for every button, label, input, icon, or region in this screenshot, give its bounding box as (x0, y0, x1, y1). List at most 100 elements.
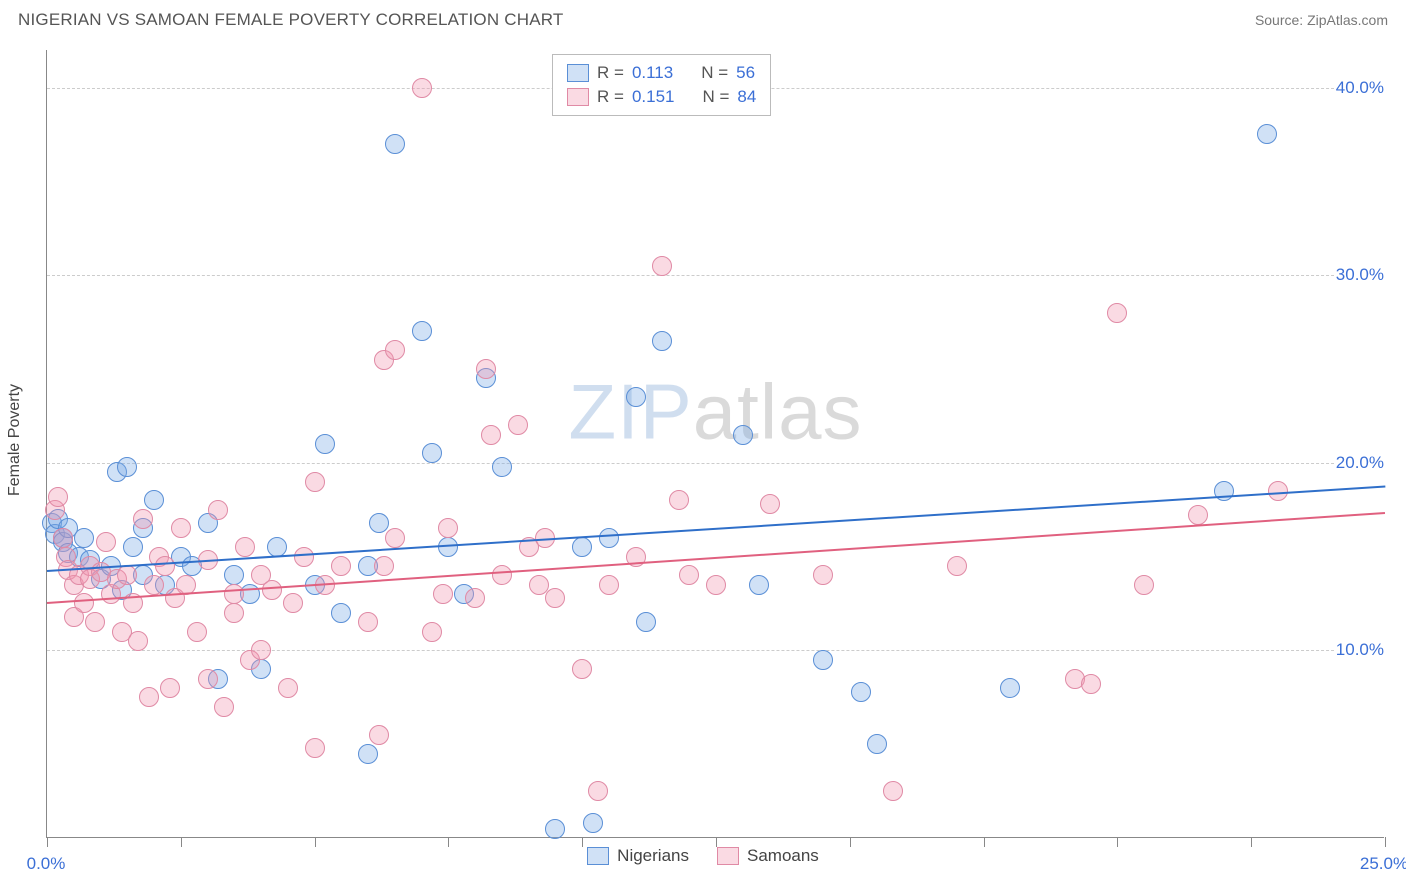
data-point (171, 518, 191, 538)
data-point (117, 457, 137, 477)
data-point (123, 537, 143, 557)
data-point (733, 425, 753, 445)
data-point (48, 487, 68, 507)
data-point (412, 78, 432, 98)
data-point (358, 612, 378, 632)
data-point (438, 518, 458, 538)
data-point (1000, 678, 1020, 698)
data-point (626, 387, 646, 407)
data-point (155, 556, 175, 576)
gridline (47, 275, 1384, 276)
data-point (652, 331, 672, 351)
data-point (508, 415, 528, 435)
source-label: Source: ZipAtlas.com (1255, 12, 1388, 28)
data-point (160, 678, 180, 698)
data-point (545, 588, 565, 608)
legend-row: R = 0.113 N = 56 (567, 61, 756, 85)
data-point (813, 650, 833, 670)
y-tick-label: 10.0% (1334, 640, 1386, 660)
data-point (262, 580, 282, 600)
series-legend-item: Nigerians (587, 846, 689, 866)
data-point (331, 603, 351, 623)
data-point (369, 725, 389, 745)
y-tick-label: 40.0% (1334, 78, 1386, 98)
data-point (133, 509, 153, 529)
data-point (572, 659, 592, 679)
data-point (144, 575, 164, 595)
watermark: ZIPatlas (568, 367, 862, 458)
data-point (599, 575, 619, 595)
legend-r-value: 0.113 (632, 63, 673, 83)
legend-swatch (717, 847, 739, 865)
data-point (198, 669, 218, 689)
data-point (305, 738, 325, 758)
legend-r-label: R = (597, 87, 624, 107)
data-point (85, 612, 105, 632)
data-point (1257, 124, 1277, 144)
legend-n-value: 56 (736, 63, 755, 83)
legend-swatch (567, 64, 589, 82)
data-point (599, 528, 619, 548)
data-point (214, 697, 234, 717)
data-point (224, 584, 244, 604)
data-point (749, 575, 769, 595)
data-point (235, 537, 255, 557)
data-point (465, 588, 485, 608)
data-point (224, 565, 244, 585)
legend-row: R = 0.151 N = 84 (567, 85, 756, 109)
series-legend-item: Samoans (717, 846, 819, 866)
data-point (208, 500, 228, 520)
data-point (947, 556, 967, 576)
data-point (139, 687, 159, 707)
data-point (385, 134, 405, 154)
data-point (438, 537, 458, 557)
data-point (706, 575, 726, 595)
y-axis-label: Female Poverty (6, 384, 24, 496)
data-point (369, 513, 389, 533)
data-point (1081, 674, 1101, 694)
data-point (760, 494, 780, 514)
legend-n-label: N = (701, 63, 728, 83)
data-point (187, 622, 207, 642)
data-point (583, 813, 603, 833)
legend-r-value: 0.151 (632, 87, 675, 107)
watermark-part2: atlas (693, 368, 863, 456)
data-point (433, 584, 453, 604)
data-point (1188, 505, 1208, 525)
data-point (74, 528, 94, 548)
data-point (476, 359, 496, 379)
data-point (813, 565, 833, 585)
data-point (331, 556, 351, 576)
data-point (422, 443, 442, 463)
y-tick-label: 30.0% (1334, 265, 1386, 285)
data-point (1134, 575, 1154, 595)
gridline (47, 463, 1384, 464)
y-tick-label: 20.0% (1334, 453, 1386, 473)
data-point (385, 528, 405, 548)
data-point (117, 565, 137, 585)
data-point (53, 528, 73, 548)
data-point (305, 472, 325, 492)
data-point (315, 434, 335, 454)
series-legend: Nigerians Samoans (0, 846, 1406, 866)
series-name: Nigerians (617, 846, 689, 866)
legend-r-label: R = (597, 63, 624, 83)
data-point (679, 565, 699, 585)
data-point (492, 457, 512, 477)
legend-swatch (587, 847, 609, 865)
data-point (128, 631, 148, 651)
data-point (867, 734, 887, 754)
scatter-chart: ZIPatlas 10.0% 20.0% 30.0% 40.0% (46, 50, 1384, 838)
legend-n-value: 84 (737, 87, 756, 107)
data-point (545, 819, 565, 839)
data-point (278, 678, 298, 698)
data-point (1107, 303, 1127, 323)
data-point (572, 537, 592, 557)
correlation-legend: R = 0.113 N = 56 R = 0.151 N = 84 (552, 54, 771, 116)
data-point (481, 425, 501, 445)
data-point (422, 622, 442, 642)
legend-n-label: N = (702, 87, 729, 107)
data-point (385, 340, 405, 360)
chart-header: NIGERIAN VS SAMOAN FEMALE POVERTY CORREL… (0, 0, 1406, 36)
chart-title: NIGERIAN VS SAMOAN FEMALE POVERTY CORREL… (18, 10, 564, 30)
